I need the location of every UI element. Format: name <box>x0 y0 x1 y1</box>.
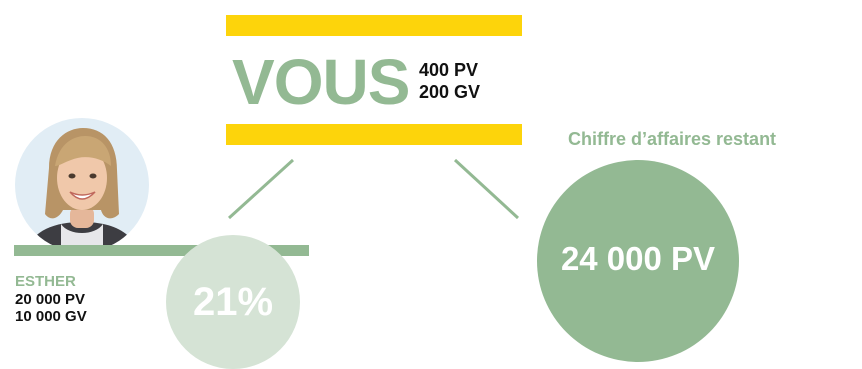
percentage-circle <box>166 235 300 369</box>
remaining-circle <box>537 160 739 362</box>
person-photo-icon <box>25 128 139 252</box>
vous-gv: 200 GV <box>419 82 481 102</box>
vous-top-bar <box>226 15 522 36</box>
remaining-revenue-label: Chiffre d’affaires restant <box>568 129 777 149</box>
connector-lines <box>227 158 520 220</box>
percentage-label: 21% <box>192 280 274 324</box>
connector-line-right <box>453 158 520 220</box>
esther-gv: 10 000 GV <box>15 308 87 325</box>
remaining-value: 24 000 PV <box>560 240 716 277</box>
connector-line-left <box>227 158 295 220</box>
esther-stats: 20 000 PV 10 000 GV <box>15 291 87 325</box>
esther-bar <box>14 245 309 256</box>
vous-stats: 400 PV 200 GV <box>419 59 480 103</box>
esther-name: ESTHER <box>15 273 76 290</box>
esther-pv: 20 000 PV <box>15 291 86 308</box>
vous-bottom-bar <box>226 124 522 145</box>
avatar <box>15 118 149 252</box>
vous-title: VOUS <box>232 46 410 118</box>
vous-pv: 400 PV <box>419 60 479 80</box>
